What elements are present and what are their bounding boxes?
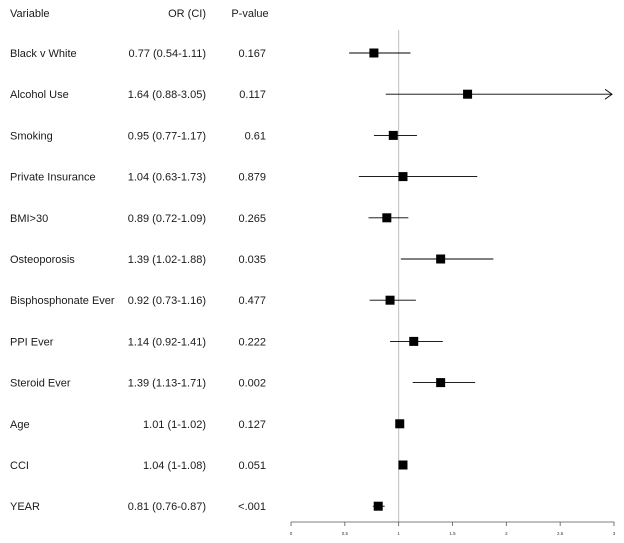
row-or-ci-text: 1.04 (0.63-1.73): [128, 172, 206, 184]
row-variable-label: Smoking: [10, 130, 53, 142]
row-or-ci-text: 1.04 (1-1.08): [143, 460, 206, 472]
row-variable-label: PPI Ever: [10, 336, 54, 348]
or-marker-5: [436, 254, 446, 264]
or-marker-7: [409, 336, 419, 346]
or-marker-2: [388, 130, 398, 140]
row-or-ci-text: 1.39 (1.13-1.71): [128, 378, 206, 390]
row-variable-label: Steroid Ever: [10, 378, 71, 390]
row-pvalue-text: 0.051: [238, 460, 266, 472]
row-variable-label: CCI: [10, 460, 29, 472]
header-or-ci: OR (CI): [168, 8, 206, 20]
x-tick-label-1: 0.5: [342, 531, 349, 536]
or-marker-0: [369, 48, 379, 58]
row-pvalue-text: 0.61: [245, 130, 266, 142]
row-variable-label: Age: [10, 419, 30, 431]
or-marker-11: [373, 501, 383, 511]
x-tick-label-6: 3: [613, 531, 616, 536]
plot-area: 0 0.5 1 1.5 2 2.5 3: [290, 30, 616, 536]
row-variable-label: Bisphosphonate Ever: [10, 295, 115, 307]
row-pvalue-text: 0.265: [238, 213, 266, 225]
or-marker-6: [385, 295, 395, 305]
row-pvalue-text: 0.879: [238, 172, 266, 184]
x-tick-label-4: 2: [505, 531, 508, 536]
row-pvalue-text: 0.477: [238, 295, 266, 307]
ci-arrow-1: [604, 88, 613, 100]
row-or-ci-text: 0.77 (0.54-1.11): [129, 48, 206, 60]
row-pvalue-text: <.001: [238, 501, 266, 513]
row-variable-label: YEAR: [10, 501, 40, 513]
row-pvalue-text: 0.117: [239, 89, 266, 101]
row-or-ci-text: 1.14 (0.92-1.41): [128, 336, 206, 348]
row-or-ci-text: 0.92 (0.73-1.16): [128, 295, 206, 307]
or-marker-1: [463, 89, 473, 99]
row-variable-label: Private Insurance: [10, 172, 96, 184]
row-pvalue-text: 0.167: [238, 48, 266, 60]
row-variable-label: Black v White: [10, 48, 77, 60]
row-or-ci-text: 1.39 (1.02-1.88): [128, 254, 206, 266]
x-tick-label-0: 0: [290, 531, 293, 536]
header-variable: Variable: [10, 8, 50, 20]
row-variable-label: BMI>30: [10, 213, 48, 225]
row-or-ci-text: 1.64 (0.88-3.05): [128, 89, 206, 101]
row-variable-label: Osteoporosis: [10, 254, 75, 266]
row-or-ci-text: 1.01 (1-1.02): [143, 419, 206, 431]
row-pvalue-text: 0.035: [238, 254, 266, 266]
row-pvalue-text: 0.222: [238, 336, 266, 348]
or-marker-4: [382, 213, 392, 223]
header-pvalue: P-value: [231, 8, 268, 20]
x-tick-label-5: 2.5: [557, 531, 564, 536]
row-variable-label: Alcohol Use: [10, 89, 69, 101]
row-pvalue-text: 0.002: [238, 378, 266, 390]
row-pvalue-text: 0.127: [238, 419, 266, 431]
row-or-ci-text: 0.81 (0.76-0.87): [128, 501, 206, 513]
or-marker-3: [398, 172, 408, 182]
row-or-ci-text: 0.95 (0.77-1.17): [128, 130, 206, 142]
table-rows: Black v White 0.77 (0.54-1.11) 0.167 Alcoho…: [10, 48, 266, 513]
or-marker-9: [395, 419, 405, 429]
x-tick-label-3: 1.5: [449, 531, 456, 536]
row-or-ci-text: 0.89 (0.72-1.09): [128, 213, 206, 225]
x-tick-label-2: 1: [397, 531, 400, 536]
or-marker-10: [398, 460, 408, 470]
or-marker-8: [436, 378, 446, 388]
